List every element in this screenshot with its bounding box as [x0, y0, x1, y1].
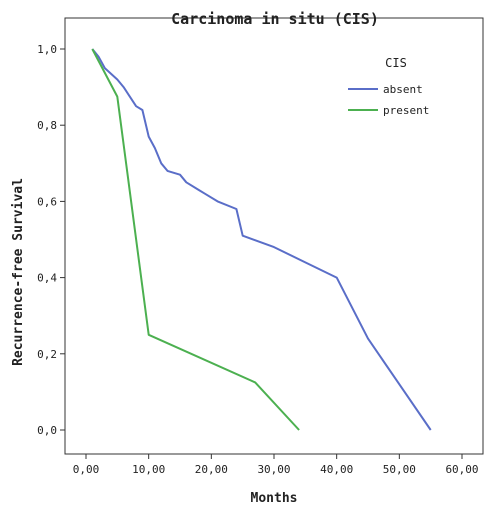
series-line-present [91, 48, 300, 431]
legend: CIS absent present [348, 56, 429, 117]
x-axis-label: Months [251, 491, 298, 506]
x-tick-label: 50,00 [383, 463, 416, 476]
x-tick-label: 10,00 [132, 463, 165, 476]
y-tick-label: 0,8 [37, 119, 57, 132]
y-axis-ticks: 0,0 0,2 0,4 0,6 0,8 1,0 [37, 43, 65, 437]
legend-items: absent present [348, 83, 429, 117]
y-tick-label: 0,6 [37, 195, 57, 208]
y-tick-label: 1,0 [37, 43, 57, 56]
x-tick-label: 30,00 [257, 463, 290, 476]
y-tick-label: 0,4 [37, 272, 57, 285]
series-line-absent [91, 48, 432, 431]
legend-label-absent: absent [383, 83, 423, 96]
y-axis-label: Recurrence-free Survival [11, 178, 26, 366]
chart-title: Carcinoma in situ (CIS) [171, 10, 379, 28]
legend-label-present: present [383, 104, 429, 117]
y-tick-label: 0,2 [37, 348, 57, 361]
x-tick-label: 0,00 [73, 463, 100, 476]
x-tick-label: 60,00 [445, 463, 478, 476]
plot-frame [64, 17, 484, 455]
series-lines [91, 48, 432, 431]
legend-title: CIS [385, 56, 407, 70]
y-tick-label: 0,0 [37, 424, 57, 437]
x-tick-label: 20,00 [195, 463, 228, 476]
x-tick-label: 40,00 [320, 463, 353, 476]
x-axis-ticks: 0,00 10,00 20,00 30,00 40,00 50,00 60,00 [73, 454, 479, 476]
